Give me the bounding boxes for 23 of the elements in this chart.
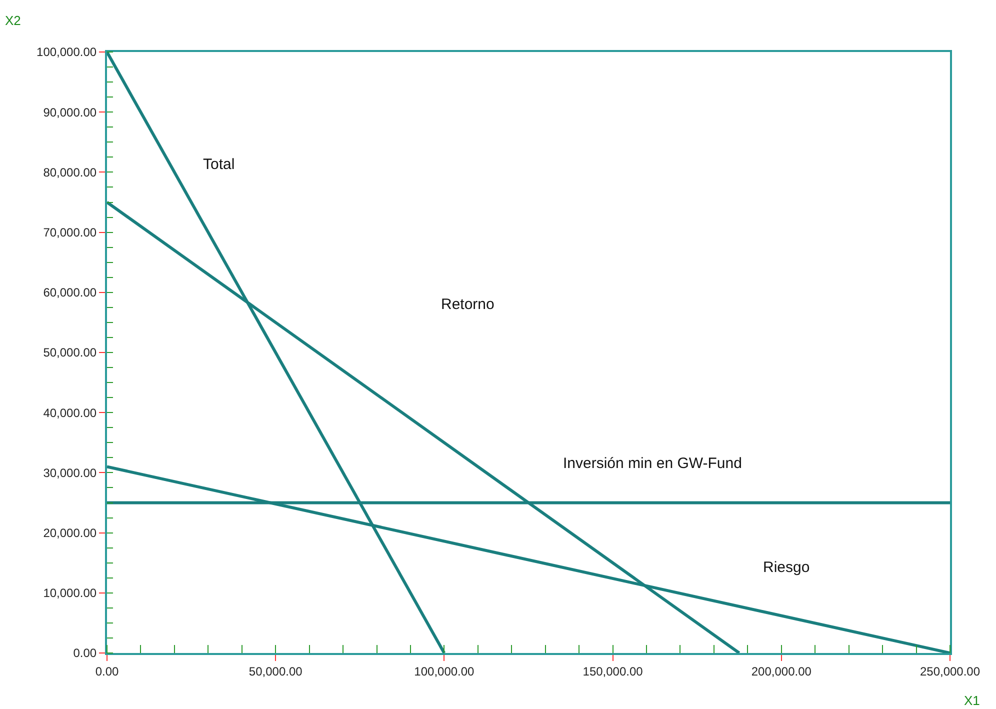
y-axis-title: X2	[5, 13, 21, 28]
annotation: Retorno	[441, 296, 494, 313]
x-tick-label: 200,000.00	[751, 664, 812, 678]
y-tick-label: 100,000.00	[36, 45, 97, 60]
y-tick-label: 80,000.00	[43, 165, 97, 180]
annotation: Inversión min en GW-Fund	[563, 455, 742, 472]
x-axis-title: X1	[964, 693, 980, 708]
x-tick-label: 250,000.00	[920, 664, 980, 678]
y-tick-label: 10,000.00	[43, 586, 97, 600]
y-tick-label: 70,000.00	[43, 226, 97, 240]
y-tick-label: 90,000.00	[43, 105, 97, 120]
x-tick-label: 100,000.00	[414, 664, 475, 678]
x-tick-label: 0.00	[95, 664, 119, 678]
annotation: Total	[203, 156, 235, 173]
x-tick-label: 150,000.00	[582, 664, 644, 678]
y-tick-label: 20,000.00	[43, 526, 97, 540]
y-tick-label: 50,000.00	[43, 346, 97, 360]
y-tick-label: 40,000.00	[43, 406, 97, 420]
y-tick-label: 30,000.00	[43, 466, 97, 480]
y-tick-label: 0.00	[73, 646, 97, 660]
annotation: Riesgo	[763, 559, 810, 576]
x-tick-label: 50,000.00	[248, 664, 303, 678]
y-tick-label: 60,000.00	[43, 286, 97, 300]
